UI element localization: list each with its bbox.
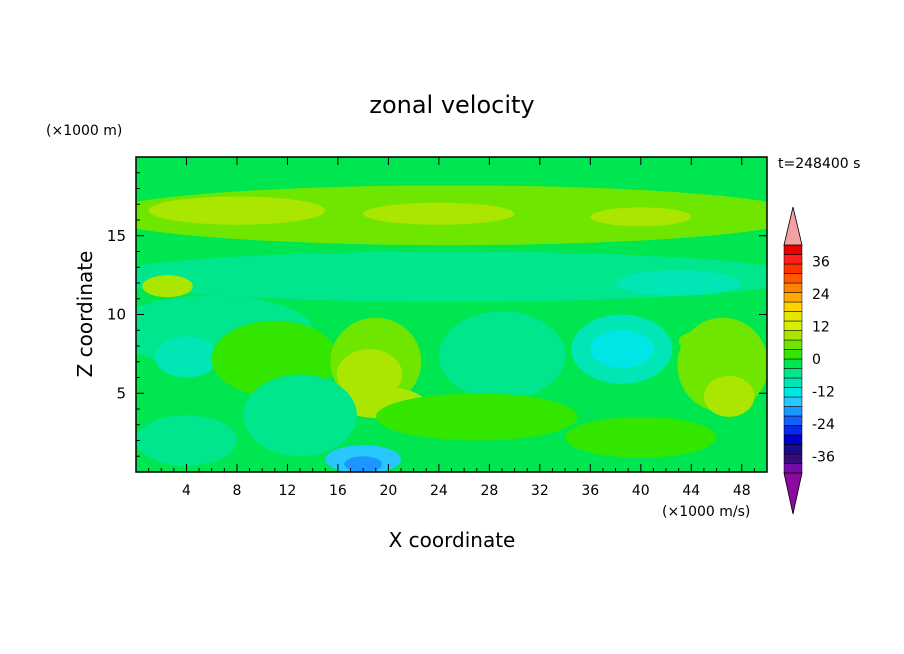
field-contour-patch <box>136 415 237 466</box>
colorbar-tick-label: -36 <box>812 450 835 466</box>
x-axis-title: X coordinate <box>389 528 516 552</box>
field-contour-patch <box>154 336 219 378</box>
field-contour-patch <box>678 330 730 353</box>
x-tick-label: 4 <box>182 483 191 499</box>
time-label: t=248400 s <box>778 156 860 172</box>
colorbar-band <box>783 453 803 464</box>
x-tick-label: 16 <box>329 483 347 499</box>
field-contour-patch <box>363 202 515 225</box>
x-unit-label: (×1000 m/s) <box>662 504 750 520</box>
x-tick-label: 48 <box>733 483 751 499</box>
chart-title: zonal velocity <box>369 91 534 119</box>
x-tick-label: 12 <box>279 483 297 499</box>
colorbar-band <box>783 387 803 398</box>
x-axis: 4 8 12 16 20 24 28 32 36 40 44 48 <box>148 157 755 499</box>
colorbar-band <box>783 349 803 360</box>
x-tick-label: 28 <box>480 483 498 499</box>
colorbar-band <box>783 301 803 312</box>
x-tick-label: 32 <box>531 483 549 499</box>
field-contour-patch <box>344 456 383 472</box>
field-contour-patch <box>142 275 193 298</box>
colorbar-band <box>783 273 803 284</box>
field-contour-patch <box>438 311 566 400</box>
field-contour-patch <box>703 375 755 417</box>
colorbar-band <box>783 330 803 341</box>
field-contour-patch <box>590 207 692 227</box>
contour-field <box>136 157 767 472</box>
colorbar-band <box>783 311 803 322</box>
colorbar-band <box>783 368 803 379</box>
colorbar-band <box>783 425 803 436</box>
colorbar-band <box>783 254 803 265</box>
field-contour-patch <box>336 349 403 400</box>
x-tick-label: 36 <box>581 483 599 499</box>
colorbar-band <box>783 463 803 474</box>
colorbar: 36 24 12 0 -12 -24 -36 <box>783 206 835 515</box>
y-axis: 5 10 15 <box>107 172 767 457</box>
x-tick-label: 24 <box>430 483 448 499</box>
field-contour-patch <box>148 196 326 225</box>
field-contour-patch <box>375 393 578 441</box>
colorbar-tick-label: 0 <box>812 352 821 368</box>
colorbar-band <box>783 320 803 331</box>
field-contour-patch <box>243 374 357 457</box>
colorbar-band <box>783 415 803 426</box>
y-axis-title: Z coordinate <box>73 251 97 378</box>
x-tick-label: 44 <box>682 483 700 499</box>
colorbar-tick-label: -12 <box>812 385 835 401</box>
colorbar-band <box>783 282 803 293</box>
field-contour-patch <box>565 416 717 458</box>
colorbar-band <box>783 406 803 417</box>
colorbar-band <box>783 292 803 303</box>
y-unit-label: (×1000 m) <box>46 123 122 139</box>
colorbar-under-arrow <box>783 472 803 515</box>
y-tick-label: 10 <box>107 306 126 324</box>
colorbar-band <box>783 263 803 274</box>
y-tick-label: 15 <box>107 227 126 245</box>
field-contour-patch <box>136 157 767 198</box>
field-contour-patch <box>590 330 654 369</box>
colorbar-band <box>783 377 803 388</box>
x-tick-label: 40 <box>632 483 650 499</box>
field-contour-patch <box>615 270 742 296</box>
colorbar-tick-label: 12 <box>812 319 830 335</box>
colorbar-band <box>783 244 803 255</box>
colorbar-band <box>783 339 803 350</box>
colorbar-tick-label: 36 <box>812 254 830 270</box>
colorbar-tick-label: 24 <box>812 287 830 303</box>
colorbar-band <box>783 358 803 369</box>
field-contour-patch <box>136 251 767 302</box>
colorbar-over-arrow <box>783 206 803 246</box>
colorbar-band <box>783 396 803 407</box>
x-tick-label: 8 <box>232 483 241 499</box>
colorbar-band <box>783 434 803 445</box>
x-tick-label: 20 <box>379 483 397 499</box>
colorbar-band <box>783 444 803 455</box>
y-tick-label: 5 <box>116 384 126 402</box>
colorbar-tick-label: -24 <box>812 417 835 433</box>
